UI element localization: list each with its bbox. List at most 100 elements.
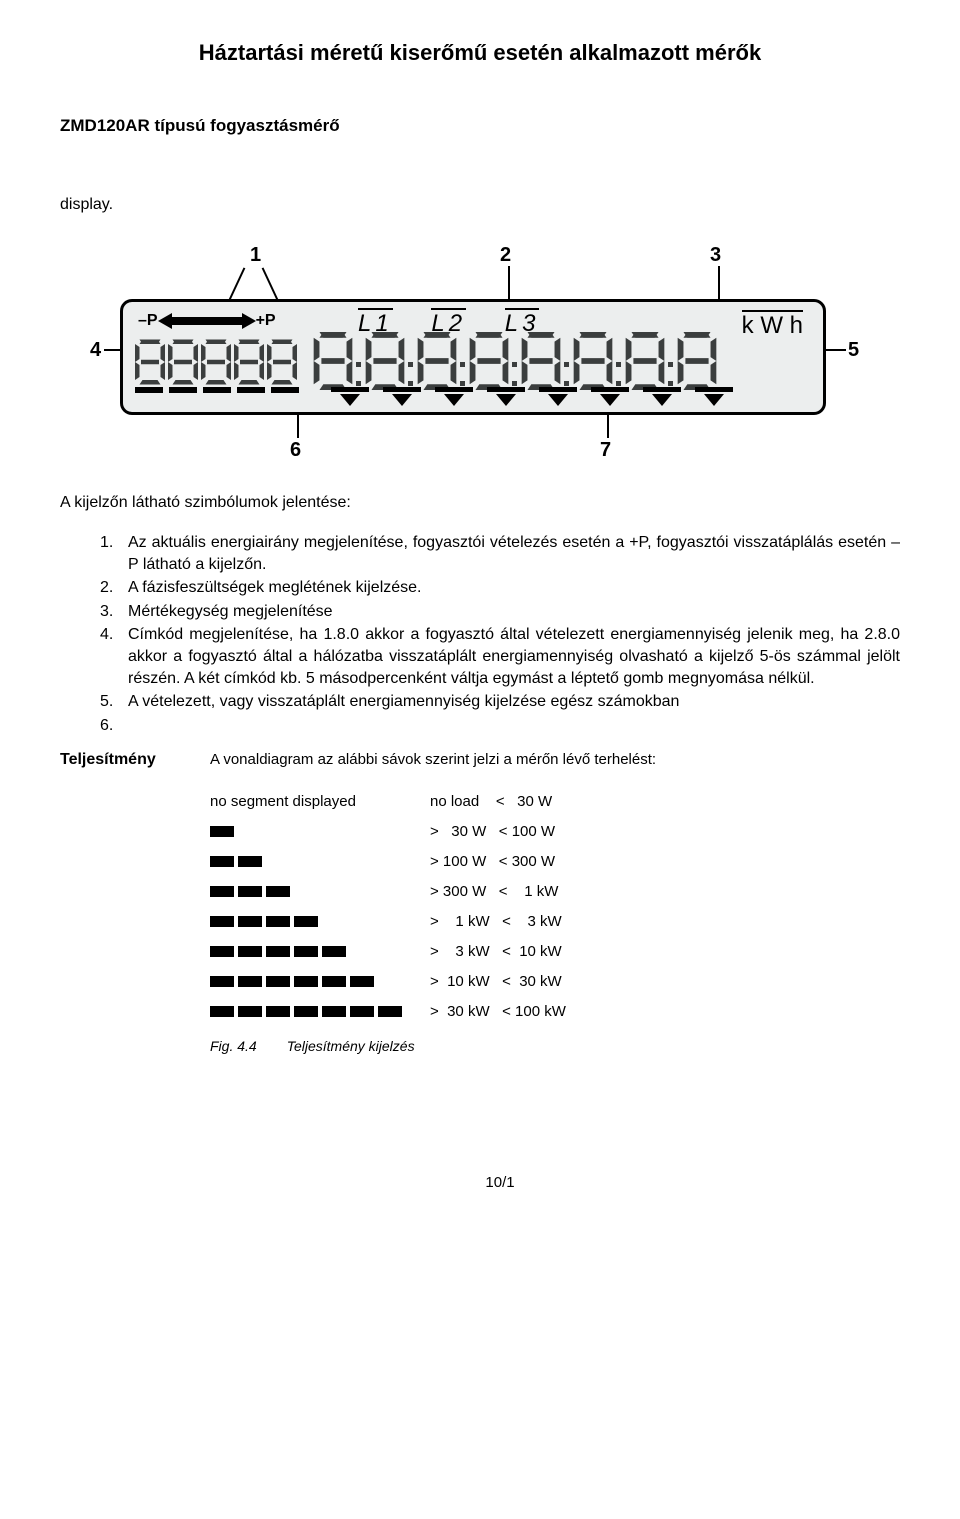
list-text: A fázisfeszültségek meglétének kijelzése… (128, 577, 900, 599)
seven-seg-digit (234, 338, 264, 386)
seven-seg-digit (521, 332, 561, 390)
power-table-row: > 1 kW < 3 kW (210, 906, 900, 936)
colon-icon (616, 338, 622, 390)
cursor-triangle (431, 387, 477, 406)
page-title: Háztartási méretű kiserőmű esetén alkalm… (60, 40, 900, 66)
power-bars (210, 946, 430, 957)
power-bar-segment (266, 1006, 290, 1017)
callout-5: 5 (848, 339, 859, 362)
page-number: 10/1 (100, 1174, 900, 1191)
seven-seg-digit (365, 332, 405, 390)
colon-icon (460, 338, 466, 390)
power-bar-segment (210, 946, 234, 957)
seven-seg-digit (573, 332, 613, 390)
power-bar-segment (210, 886, 234, 897)
seven-segment-row (135, 338, 717, 390)
document-page: Háztartási méretű kiserőmű esetén alkalm… (0, 0, 960, 1231)
power-description: A vonaldiagram az alábbi sávok szerint j… (210, 751, 656, 768)
cursor-bar (237, 387, 265, 393)
list-text (128, 715, 900, 737)
cursor-bar (135, 387, 163, 393)
colon-icon (564, 338, 570, 390)
seven-seg-digit (677, 332, 717, 390)
power-bars (210, 916, 430, 927)
callout-line (607, 412, 609, 438)
power-bar-segment (210, 1006, 234, 1017)
colon-icon (512, 338, 518, 390)
numbered-list: 1.Az aktuális energiairány megjelenítése… (100, 532, 900, 736)
seven-seg-digit (267, 338, 297, 386)
power-bar-segment (238, 976, 262, 987)
power-table-row: > 30 kW < 100 kW (210, 996, 900, 1026)
list-item: 5.A vételezett, vagy visszatáplált energ… (100, 691, 900, 713)
power-bar-segment (322, 946, 346, 957)
figure-number: Fig. 4.4 (210, 1038, 257, 1054)
seven-seg-digit (168, 338, 198, 386)
callout-2: 2 (500, 244, 511, 267)
list-text: Címkód megjelenítése, ha 1.8.0 akkor a f… (128, 624, 900, 689)
power-label: Teljesítmény (60, 751, 180, 769)
power-bar-segment (238, 886, 262, 897)
power-bar-segment (266, 946, 290, 957)
colon-icon (408, 338, 414, 390)
power-bars (210, 886, 430, 897)
colon-icon (356, 338, 362, 390)
cursor-bar (169, 387, 197, 393)
power-range-text: > 30 W < 100 W (430, 823, 555, 840)
power-table-row: > 3 kW < 10 kW (210, 936, 900, 966)
list-number: 4. (100, 624, 128, 689)
power-bar-segment (322, 1006, 346, 1017)
cursor-triangle (535, 387, 581, 406)
power-bar-segment (294, 976, 318, 987)
power-range-text: > 3 kW < 10 kW (430, 943, 562, 960)
power-range-text: > 10 kW < 30 kW (430, 973, 562, 990)
cursor-triangle (379, 387, 425, 406)
cursor-triangle (587, 387, 633, 406)
seven-seg-digit (135, 338, 165, 386)
callout-line (297, 412, 299, 438)
power-bar-segment (238, 946, 262, 957)
list-text: Mértékegység megjelenítése (128, 601, 900, 623)
power-range-text: > 300 W < 1 kW (430, 883, 558, 900)
power-range-text: > 100 W < 300 W (430, 853, 555, 870)
power-bar-segment (210, 856, 234, 867)
arrow-bar (172, 317, 242, 325)
symbols-intro: A kijelzőn látható szimbólumok jelentése… (60, 494, 900, 512)
list-number: 6. (100, 715, 128, 737)
power-bar-segment (266, 886, 290, 897)
cursor-bar (203, 387, 231, 393)
display-figure-area: display. 1 2 3 4 5 6 7 –P (60, 196, 900, 464)
energy-direction-arrows: –P +P (138, 312, 276, 330)
power-bar-segment (210, 916, 234, 927)
power-bar-segment (238, 1006, 262, 1017)
callout-line (508, 266, 510, 300)
callout-7: 7 (600, 439, 611, 462)
power-table-row: > 300 W < 1 kW (210, 876, 900, 906)
list-text: A vételezett, vagy visszatáplált energia… (128, 691, 900, 713)
callout-6: 6 (290, 439, 301, 462)
cursor-bar (271, 387, 299, 393)
arrow-left-icon (158, 313, 172, 329)
power-bars (210, 976, 430, 987)
power-bars (210, 826, 430, 837)
figure-caption: Fig. 4.4 Teljesítmény kijelzés (210, 1038, 900, 1054)
callout-3: 3 (710, 244, 721, 267)
power-bar-segment (350, 976, 374, 987)
figure-caption-text: Teljesítmény kijelzés (287, 1038, 415, 1054)
power-table-row: > 10 kW < 30 kW (210, 966, 900, 996)
power-bar-segment (294, 1006, 318, 1017)
power-bar-segment (238, 916, 262, 927)
power-range-text: no load < 30 W (430, 793, 552, 810)
list-number: 5. (100, 691, 128, 713)
list-item: 2.A fázisfeszültségek meglétének kijelzé… (100, 577, 900, 599)
plus-p-label: +P (256, 312, 276, 330)
power-bar-segment (210, 976, 234, 987)
callout-1: 1 (250, 244, 261, 267)
power-table-row: > 30 W < 100 W (210, 816, 900, 846)
seven-seg-digit (313, 332, 353, 390)
seven-seg-digit (469, 332, 509, 390)
list-text: Az aktuális energiairány megjelenítése, … (128, 532, 900, 575)
display-label: display. (60, 196, 900, 214)
cursor-row (135, 387, 737, 406)
lcd-frame: –P +P L1 L2 L3 k W h (120, 299, 826, 415)
